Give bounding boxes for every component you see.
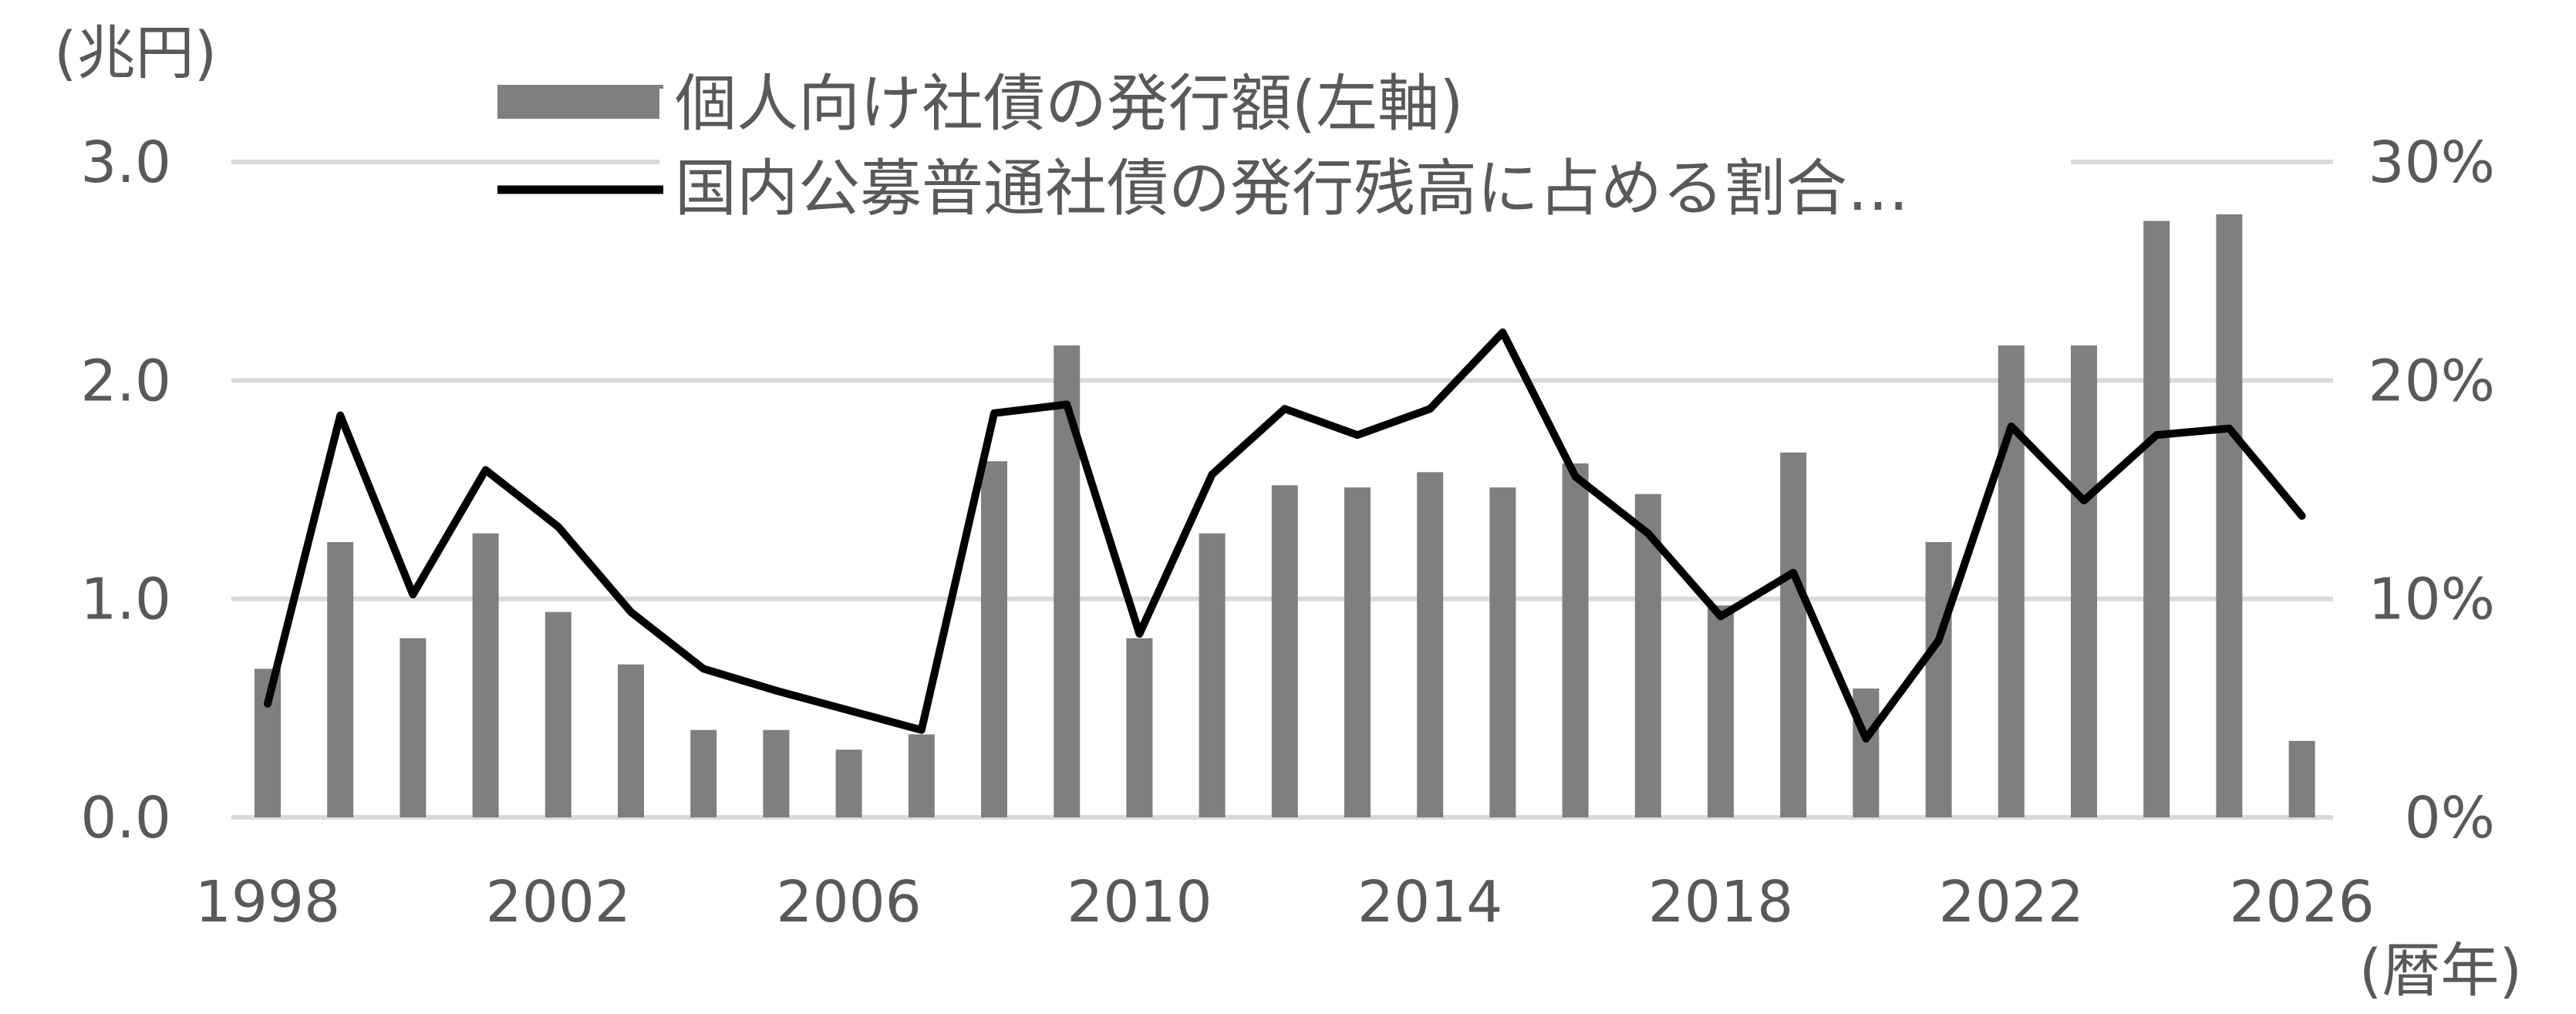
bar-2003 — [618, 664, 644, 817]
bar-2019 — [1780, 452, 1807, 817]
line-point-2026 — [2301, 515, 2303, 517]
bar-2012 — [1271, 485, 1298, 817]
left-tick-label-1: 1.0 — [80, 567, 171, 633]
x-tick-label-2010: 2010 — [1067, 869, 1212, 935]
line-point-2007 — [920, 729, 922, 731]
line-point-2012 — [1283, 408, 1286, 410]
legend-swatch-bar — [497, 85, 663, 119]
line-point-2005 — [775, 689, 777, 692]
line-point-2001 — [484, 469, 487, 471]
bar-2015 — [1489, 487, 1516, 817]
legend: 個人向け社債の発行額(左軸) 国内公募普通社債の発行残高に占める割合… — [497, 68, 2071, 235]
bar-2023 — [2071, 345, 2097, 817]
right-tick-label-1: 10% — [2369, 567, 2495, 633]
bar-2018 — [1708, 605, 1734, 817]
line-point-2021 — [1937, 639, 1940, 642]
right-tick-label-3: 30% — [2369, 130, 2495, 196]
bar-2020 — [1853, 688, 1880, 817]
axes: 0.0 1.0 2.0 3.0 0% 10% 20% 30% 1998 2002 2006 2010 2… — [80, 130, 2495, 935]
legend-label-bar: 個人向け社債の発行額(左軸) — [675, 68, 1463, 140]
x-tick-label-1998: 1998 — [195, 869, 340, 935]
line-point-2024 — [2156, 434, 2158, 436]
line-point-2018 — [1720, 615, 1721, 618]
line-point-2015 — [1502, 332, 1504, 333]
line-point-2000 — [412, 594, 414, 595]
left-tick-label-0: 0.0 — [80, 785, 171, 851]
line-point-2025 — [2228, 427, 2230, 430]
bar-2006 — [835, 750, 862, 817]
line-point-2006 — [848, 709, 850, 712]
left-tick-label-2: 2.0 — [80, 348, 171, 414]
line-point-2022 — [2010, 425, 2012, 427]
left-tick-label-3: 3.0 — [80, 130, 171, 196]
line-point-2023 — [2083, 500, 2085, 502]
x-tick-label-2018: 2018 — [1648, 869, 1793, 935]
line-point-2020 — [1865, 738, 1867, 739]
line-point-2004 — [703, 668, 705, 670]
x-tick-label-2014: 2014 — [1357, 869, 1502, 935]
bar-2004 — [690, 729, 717, 817]
bar-2014 — [1417, 472, 1444, 817]
bar-2026 — [2288, 740, 2315, 817]
bar-2005 — [763, 729, 790, 817]
legend-label-line: 国内公募普通社債の発行残高に占める割合… — [675, 153, 1909, 224]
line-point-2002 — [557, 526, 559, 528]
x-axis-unit: (暦年) — [2359, 936, 2522, 1005]
x-tick-label-2002: 2002 — [486, 869, 631, 935]
bar-2016 — [1562, 463, 1589, 817]
line-point-2011 — [1211, 473, 1213, 476]
bar-2000 — [400, 638, 427, 817]
line-point-2008 — [993, 412, 995, 414]
bar-2007 — [908, 734, 935, 817]
line-series — [264, 328, 2306, 743]
bar-2021 — [1925, 542, 1952, 817]
bar-2011 — [1199, 533, 1226, 817]
bar-2013 — [1344, 487, 1371, 817]
line-point-2013 — [1357, 434, 1358, 436]
x-tick-label-2026: 2026 — [2229, 869, 2374, 935]
right-tick-label-2: 20% — [2369, 348, 2495, 414]
bar-2008 — [981, 461, 1007, 817]
line-point-2016 — [1574, 476, 1576, 477]
bar-2001 — [472, 533, 499, 817]
bar-2010 — [1126, 638, 1153, 817]
bar-2024 — [2143, 221, 2170, 817]
line-point-1998 — [267, 702, 268, 705]
left-axis-unit: (兆円) — [54, 19, 217, 87]
bar-2025 — [2216, 214, 2243, 817]
bar-2022 — [1998, 345, 2025, 817]
x-tick-label-2022: 2022 — [1939, 869, 2084, 935]
line-point-2014 — [1429, 408, 1431, 410]
bar-series — [255, 214, 2315, 817]
bar-1999 — [327, 542, 354, 817]
line-point-2010 — [1138, 633, 1141, 635]
line-point-2017 — [1647, 532, 1649, 534]
line-point-2009 — [1066, 403, 1068, 406]
line-point-2019 — [1792, 571, 1795, 574]
line-point-1999 — [339, 414, 342, 416]
x-tick-label-2006: 2006 — [776, 869, 921, 935]
right-tick-label-0: 0% — [2405, 785, 2495, 851]
line-point-2003 — [630, 611, 632, 613]
bar-2002 — [545, 611, 572, 817]
